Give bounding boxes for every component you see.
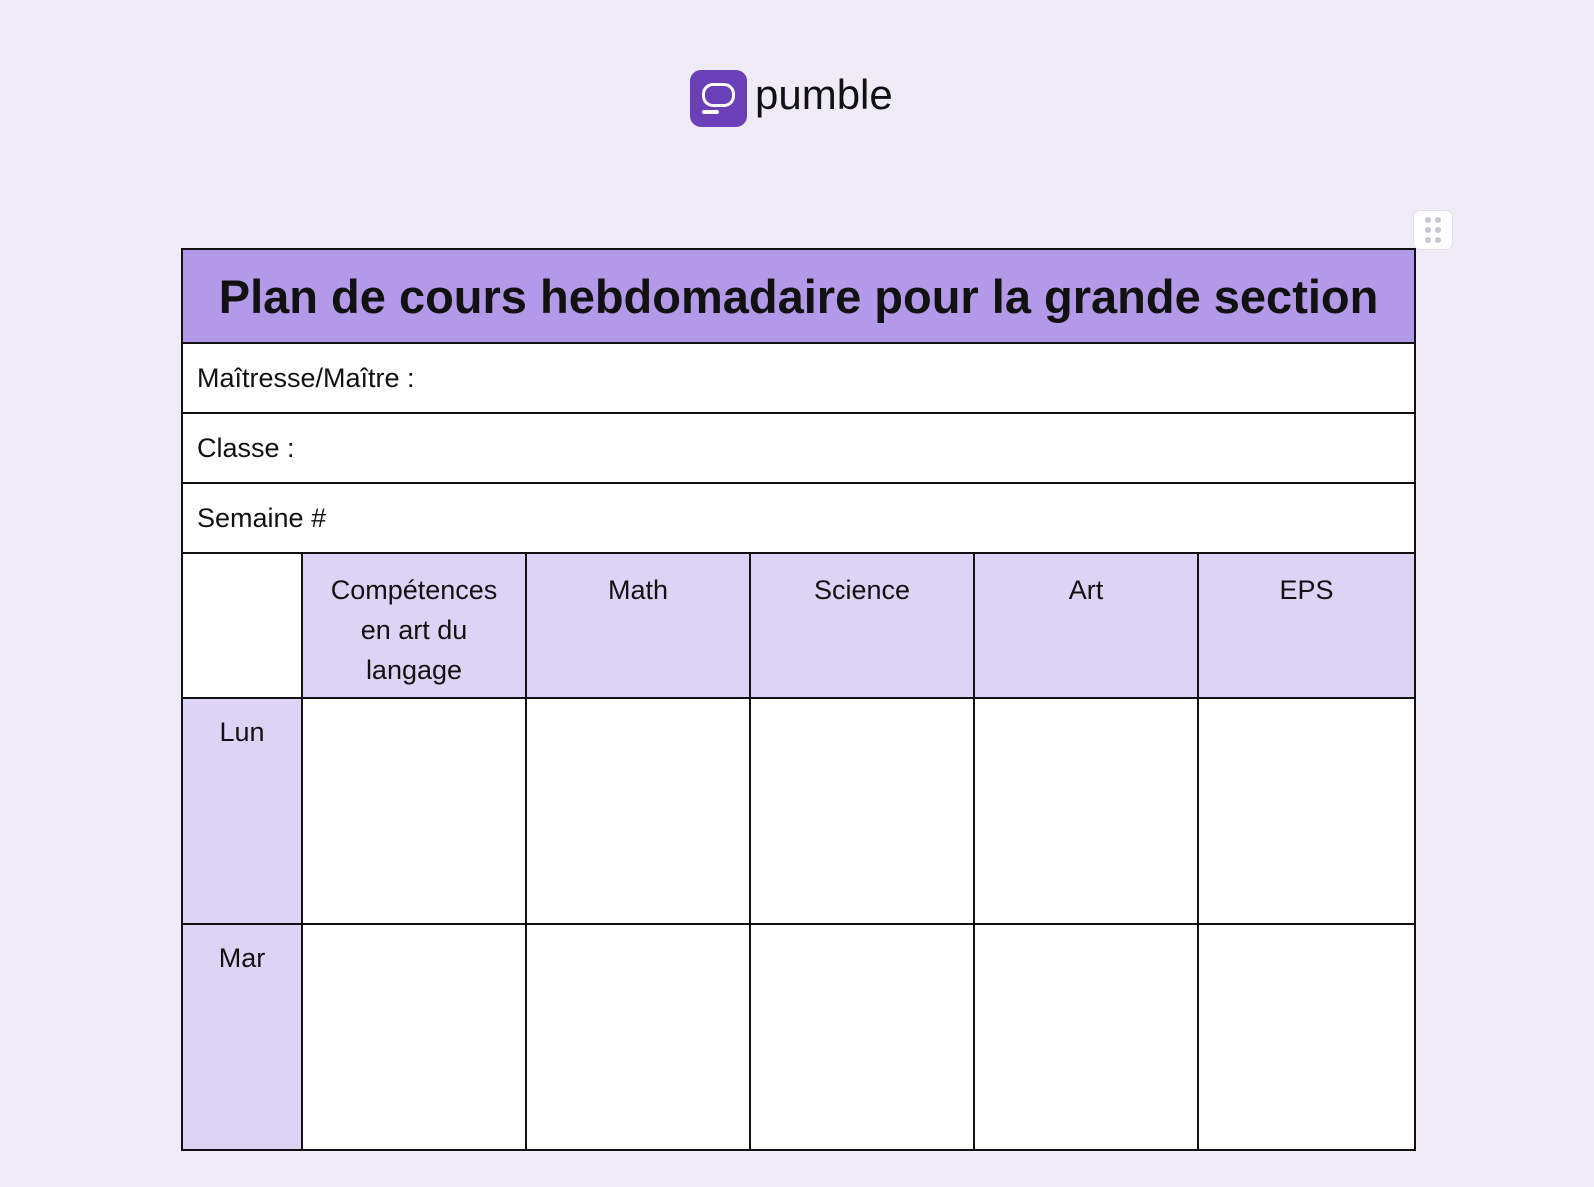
teacher-field[interactable]: Maîtresse/Maître : bbox=[180, 342, 1417, 414]
table-cell[interactable] bbox=[973, 923, 1199, 1151]
pumble-logo: pumble bbox=[690, 70, 893, 127]
table-cell[interactable] bbox=[749, 923, 975, 1151]
day-label: Lun bbox=[181, 697, 303, 925]
table-cell[interactable] bbox=[525, 697, 751, 925]
class-field[interactable]: Classe : bbox=[180, 412, 1417, 484]
document-title: Plan de cours hebdomadaire pour la grand… bbox=[180, 248, 1417, 344]
table-cell[interactable] bbox=[301, 697, 527, 925]
column-header: Math bbox=[525, 552, 751, 699]
drag-handle-icon[interactable] bbox=[1413, 210, 1453, 250]
brand-name: pumble bbox=[755, 70, 893, 118]
table-row: Mar bbox=[181, 923, 1417, 1151]
pumble-logo-icon bbox=[690, 70, 747, 127]
corner-cell bbox=[181, 552, 303, 699]
column-header: EPS bbox=[1196, 552, 1417, 699]
lesson-plan-table: Plan de cours hebdomadaire pour la grand… bbox=[180, 248, 1417, 1151]
table-cell[interactable] bbox=[525, 923, 751, 1151]
column-header: Science bbox=[749, 552, 975, 699]
table-cell[interactable] bbox=[1196, 923, 1417, 1151]
week-field[interactable]: Semaine # bbox=[180, 482, 1417, 554]
table-cell[interactable] bbox=[973, 697, 1199, 925]
table-cell[interactable] bbox=[1196, 697, 1417, 925]
table-cell[interactable] bbox=[301, 923, 527, 1151]
column-header: Art bbox=[973, 552, 1199, 699]
table-cell[interactable] bbox=[749, 697, 975, 925]
column-header: Compétences en art du langage bbox=[301, 552, 527, 699]
day-label: Mar bbox=[181, 923, 303, 1151]
table-row: Lun bbox=[181, 697, 1417, 925]
